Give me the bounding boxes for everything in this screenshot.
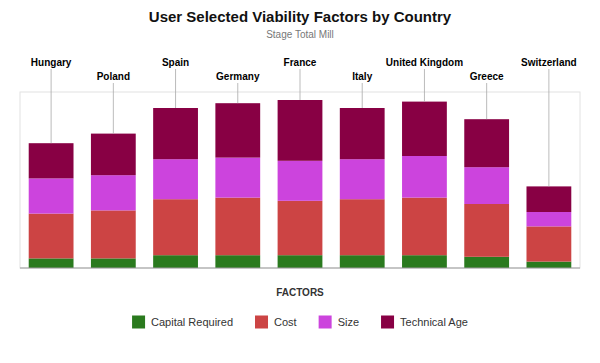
category-label: Germany xyxy=(216,71,260,82)
bar-segment xyxy=(278,100,323,161)
bar-segment xyxy=(29,178,74,213)
legend-item: Capital Required xyxy=(132,316,233,329)
bar-segment xyxy=(91,258,136,268)
subtitle: Stage Total Mill xyxy=(266,29,334,40)
bar-segment xyxy=(91,134,136,176)
leader-line xyxy=(424,69,425,102)
bar-segment xyxy=(153,108,198,159)
category-label: Hungary xyxy=(31,57,72,68)
bar-segment xyxy=(278,201,323,255)
leader-line xyxy=(51,69,52,143)
bar-segment xyxy=(278,161,323,201)
bar-segment xyxy=(29,214,74,259)
legend-label: Capital Required xyxy=(151,316,233,328)
legend: FACTORS Capital Required Cost Size Technical… xyxy=(132,287,468,329)
bar-segment xyxy=(215,103,260,157)
leader-line xyxy=(548,69,549,186)
legend-item: Cost xyxy=(255,316,297,329)
bar-segment xyxy=(340,255,385,268)
bars xyxy=(29,100,572,268)
legend-label: Cost xyxy=(274,316,297,328)
leader-line xyxy=(237,83,238,103)
leader-line xyxy=(486,83,487,119)
title: User Selected Viability Factors by Count… xyxy=(149,8,452,25)
legend-item: Technical Age xyxy=(381,316,468,329)
bar-segment xyxy=(29,258,74,268)
legend-swatch xyxy=(319,316,332,329)
leader-line xyxy=(113,83,114,134)
bar-segment xyxy=(526,262,571,268)
bar-segment xyxy=(526,186,571,212)
bar-segment xyxy=(340,108,385,159)
bar-segment xyxy=(464,257,509,268)
legend-swatch xyxy=(381,316,394,329)
bar-segment xyxy=(340,199,385,255)
baseline xyxy=(20,268,580,269)
leader-line xyxy=(362,83,363,108)
plot-frame xyxy=(20,92,580,268)
bar-segment xyxy=(278,255,323,268)
bar-segment xyxy=(402,156,447,198)
leader-line xyxy=(300,69,301,100)
legend-swatch xyxy=(255,316,268,329)
bar-segment xyxy=(402,255,447,268)
legend-label: Size xyxy=(338,316,359,328)
bar-segment xyxy=(340,159,385,199)
bar-segment xyxy=(153,255,198,268)
bar-segment xyxy=(526,212,571,226)
category-label: United Kingdom xyxy=(386,57,463,68)
bar-segment xyxy=(91,175,136,210)
bar-segment xyxy=(215,255,260,268)
category-label: France xyxy=(284,57,317,68)
legend-title: FACTORS xyxy=(276,287,324,298)
category-label: Spain xyxy=(162,57,189,68)
bar-segment xyxy=(215,158,260,198)
legend-item: Size xyxy=(319,316,359,329)
legend-swatch xyxy=(132,316,145,329)
bar-segment xyxy=(402,102,447,156)
bar-segment xyxy=(464,167,509,204)
bar-segment xyxy=(464,119,509,167)
category-label: Poland xyxy=(97,71,130,82)
bar-segment xyxy=(402,198,447,256)
category-label: Greece xyxy=(470,71,504,82)
bar-segment xyxy=(29,143,74,178)
category-label: Switzerland xyxy=(521,57,577,68)
leader-line xyxy=(175,69,176,108)
bar-segment xyxy=(215,198,260,256)
bar-segment xyxy=(526,226,571,261)
bar-segment xyxy=(91,210,136,258)
category-label: Italy xyxy=(352,71,372,82)
chart: User Selected Viability Factors by Count… xyxy=(0,0,600,363)
bar-segment xyxy=(153,199,198,255)
bar-segment xyxy=(153,159,198,199)
legend-label: Technical Age xyxy=(400,316,468,328)
bar-segment xyxy=(464,204,509,257)
